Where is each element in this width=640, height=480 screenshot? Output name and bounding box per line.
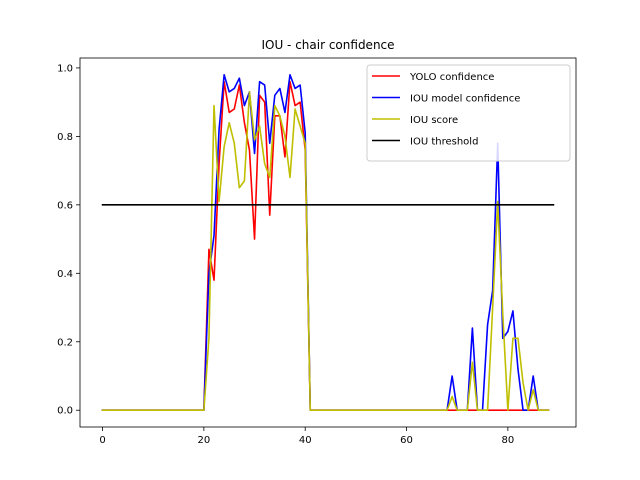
legend-label-yolo-confidence: YOLO confidence [409, 72, 494, 83]
x-tick-label: 60 [400, 435, 413, 446]
x-tick-label: 80 [501, 435, 514, 446]
x-tick-label: 40 [299, 435, 312, 446]
series-line-iou-score [101, 91, 550, 412]
y-tick-label: 1.0 [57, 63, 73, 74]
x-tick-label: 0 [99, 435, 105, 446]
axes-frame [79, 57, 577, 428]
legend-label-iou-threshold: IOU threshold [410, 137, 478, 148]
plot-area [101, 73, 555, 412]
series-group [101, 73, 555, 412]
y-tick-label: 0.2 [57, 337, 73, 348]
legend-box [366, 64, 571, 162]
y-tick-label: 0.6 [57, 200, 73, 211]
chart-title: IOU - chair confidence [261, 38, 394, 52]
legend-label-iou-score: IOU score [410, 115, 458, 126]
y-tick-label: 0.4 [57, 269, 73, 280]
y-tick-label: 0.8 [57, 132, 73, 143]
legend: YOLO confidence IOU model confidence IOU s… [366, 64, 571, 162]
axes: 0 20 40 60 80 0.0 0.2 0.4 0.6 0.8 1.0 [57, 57, 577, 446]
x-tick-label: 20 [198, 435, 211, 446]
y-tick-label: 0.0 [57, 406, 73, 417]
legend-label-iou-model-confidence: IOU model confidence [410, 94, 520, 105]
